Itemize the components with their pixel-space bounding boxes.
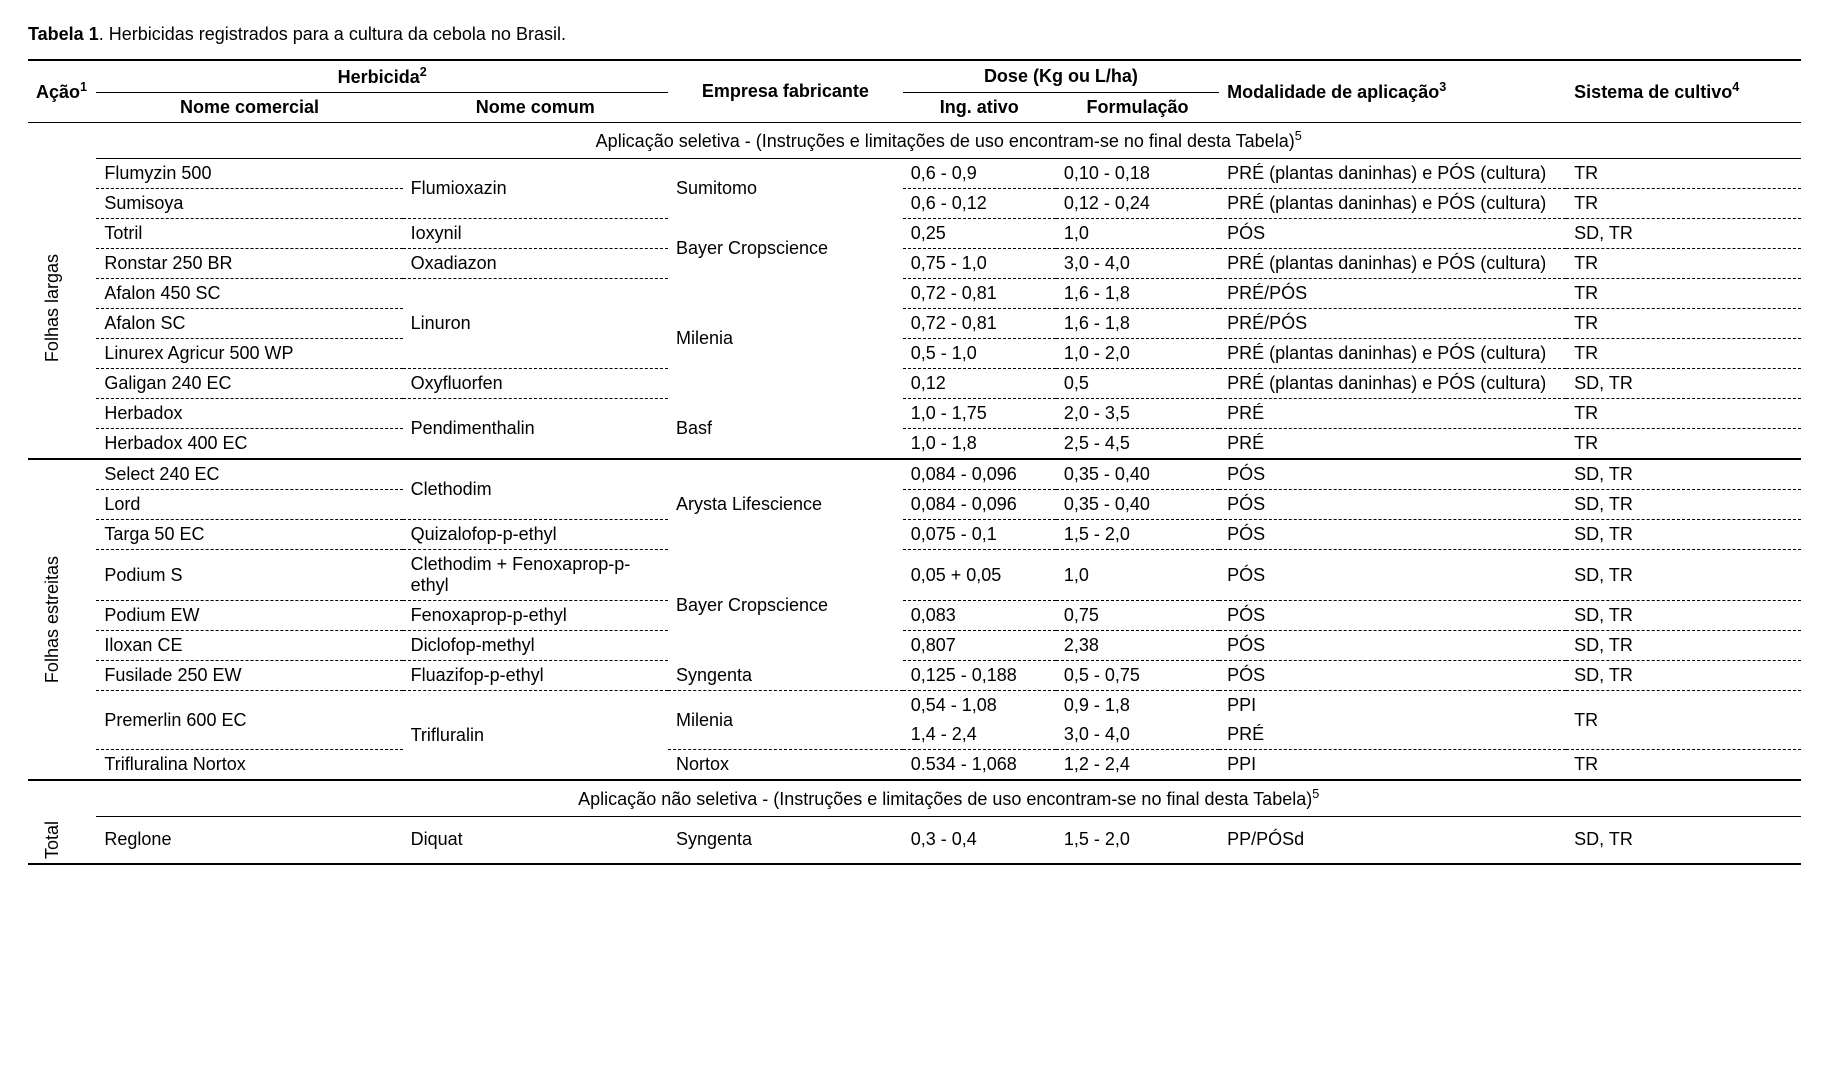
table-row: Trifluralina Nortox Nortox 0.534 - 1,068… [28, 750, 1801, 781]
group-total: Total [28, 817, 96, 864]
col-nome-comercial: Nome comercial [96, 93, 402, 123]
cell-form: 0,10 - 0,18 [1056, 159, 1219, 189]
caption-label: Tabela 1 [28, 24, 99, 44]
col-empresa: Empresa fabricante [668, 60, 903, 123]
cell-ing: 0,6 - 0,9 [903, 159, 1056, 189]
col-nome-comum: Nome comum [403, 93, 668, 123]
herbicide-table: Ação1 Herbicida2 Empresa fabricante Dose… [28, 59, 1801, 865]
table-row: Herbadox Pendimenthalin Basf 1,0 - 1,75 … [28, 399, 1801, 429]
page: Tabela 1. Herbicidas registrados para a … [0, 0, 1829, 889]
table-row: Linurex Agricur 500 WP 0,5 - 1,0 1,0 - 2… [28, 339, 1801, 369]
table-row: Afalon SC 0,72 - 0,81 1,6 - 1,8 PRÉ/PÓS … [28, 309, 1801, 339]
col-ing-ativo: Ing. ativo [903, 93, 1056, 123]
cell-mod: PRÉ (plantas daninhas) e PÓS (cultura) [1219, 159, 1566, 189]
table-row: Fusilade 250 EW Fluazifop-p-ethyl Syngen… [28, 661, 1801, 691]
table-row: Total Reglone Diquat Syngenta 0,3 - 0,4 … [28, 817, 1801, 864]
group-folhas-estreitas: Folhas estreitas [28, 459, 96, 780]
table-row: Iloxan CE Diclofop-methyl 0,807 2,38 PÓS… [28, 631, 1801, 661]
table-row: Podium EW Fenoxaprop-p-ethyl 0,083 0,75 … [28, 601, 1801, 631]
cell-empresa: Sumitomo [668, 159, 903, 219]
caption-text: . Herbicidas registrados para a cultura … [99, 24, 566, 44]
col-dose: Dose (Kg ou L/ha) [903, 60, 1219, 93]
header-row-1: Ação1 Herbicida2 Empresa fabricante Dose… [28, 60, 1801, 93]
table-row: Targa 50 EC Quizalofop-p-ethyl 0,075 - 0… [28, 520, 1801, 550]
col-acao: Ação1 [28, 60, 96, 123]
col-formulacao: Formulação [1056, 93, 1219, 123]
table-row: Lord 0,084 - 0,096 0,35 - 0,40 PÓS SD, T… [28, 490, 1801, 520]
table-row: Sumisoya 0,6 - 0,12 0,12 - 0,24 PRÉ (pla… [28, 189, 1801, 219]
table-row: Folhas largas Flumyzin 500 Flumioxazin S… [28, 159, 1801, 189]
col-herbicida: Herbicida2 [96, 60, 668, 93]
table-row: Totril Ioxynil Bayer Cropscience 0,25 1,… [28, 219, 1801, 249]
col-sistema: Sistema de cultivo4 [1566, 60, 1801, 123]
cell-nome-comercial: Flumyzin 500 [96, 159, 402, 189]
table-caption: Tabela 1. Herbicidas registrados para a … [28, 24, 1801, 45]
cell-sis: TR [1566, 159, 1801, 189]
col-modalidade: Modalidade de aplicação3 [1219, 60, 1566, 123]
table-row: Herbadox 400 EC 1,0 - 1,8 2,5 - 4,5 PRÉ … [28, 429, 1801, 460]
table-row: Ronstar 250 BR Oxadiazon 0,75 - 1,0 3,0 … [28, 249, 1801, 279]
table-row: Premerlin 600 EC Trifluralin Milenia 0,5… [28, 691, 1801, 721]
table-row: Galigan 240 EC Oxyfluorfen 0,12 0,5 PRÉ … [28, 369, 1801, 399]
table-row: Folhas estreitas Select 240 EC Clethodim… [28, 459, 1801, 490]
section-seletiva: Aplicação seletiva - (Instruções e limit… [28, 123, 1801, 159]
table-row: Afalon 450 SC Linuron Milenia 0,72 - 0,8… [28, 279, 1801, 309]
section-nao-seletiva: Aplicação não seletiva - (Instruções e l… [28, 780, 1801, 817]
cell-nome-comum: Flumioxazin [403, 159, 668, 219]
group-folhas-largas: Folhas largas [28, 159, 96, 460]
table-row: Podium S Clethodim + Fenoxaprop-p-ethyl … [28, 550, 1801, 601]
